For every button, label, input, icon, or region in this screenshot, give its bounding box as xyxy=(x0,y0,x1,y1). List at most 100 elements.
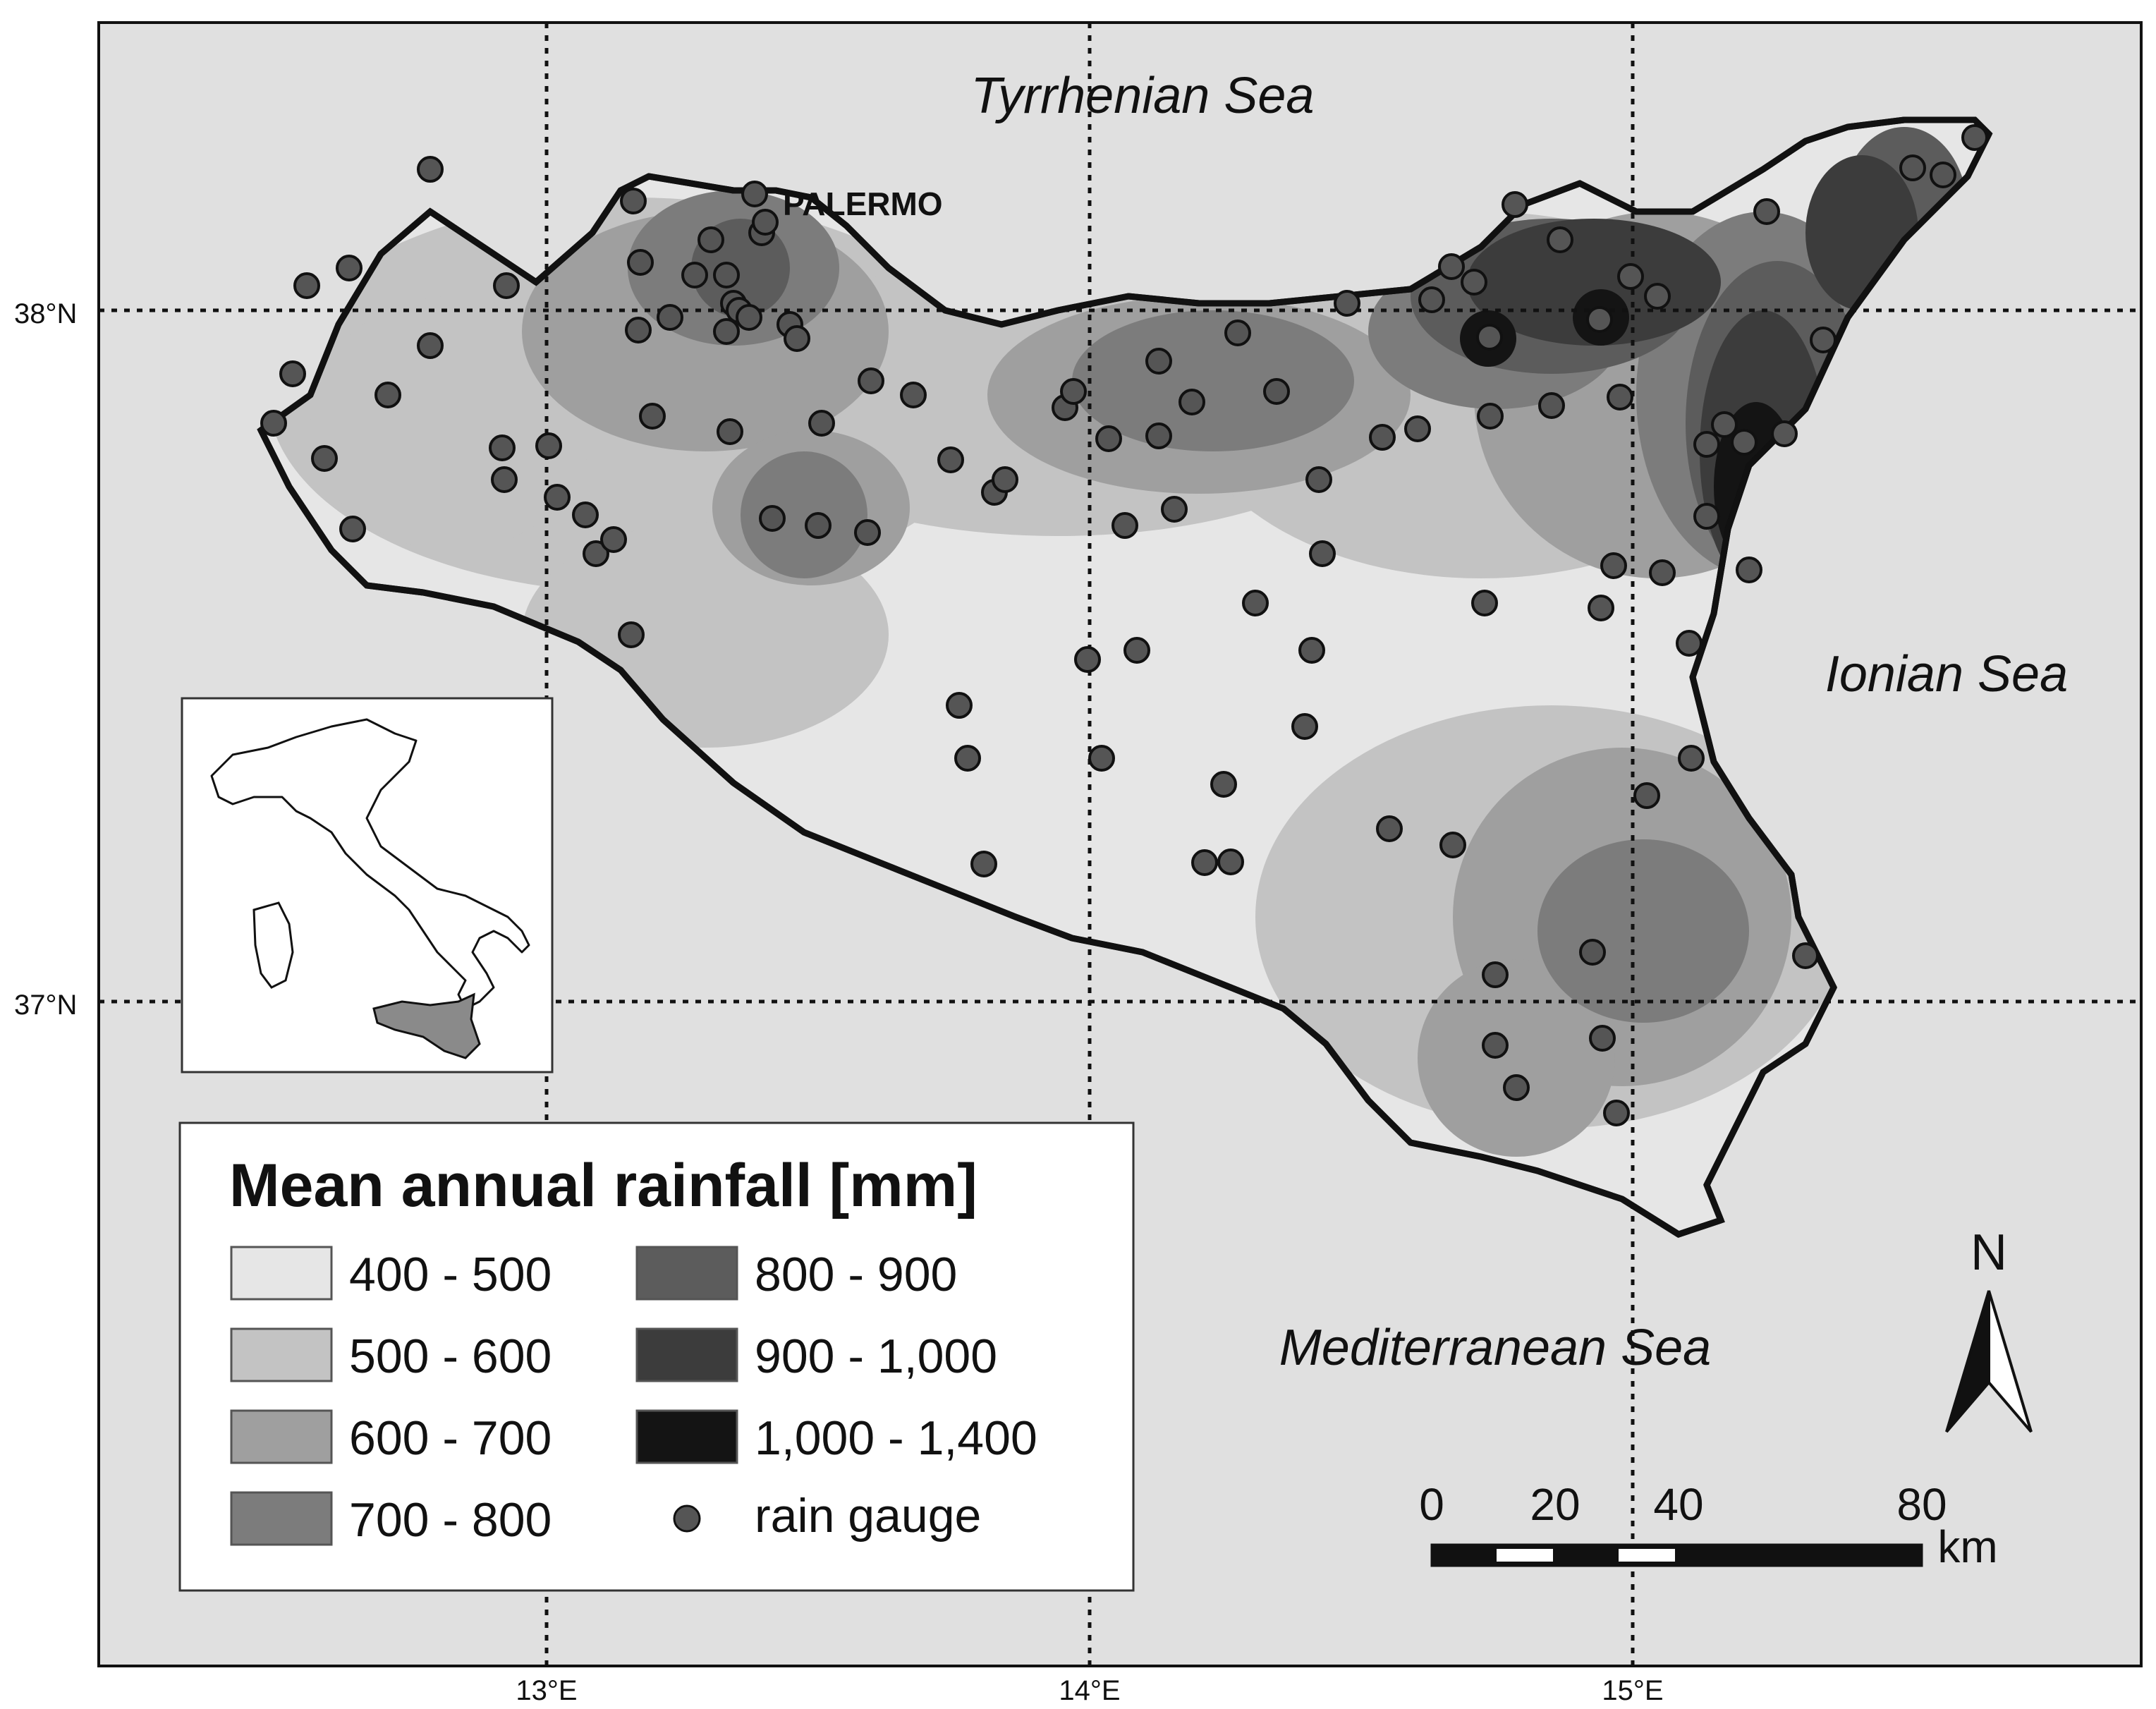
rain-gauge-marker xyxy=(759,505,786,532)
legend-swatch-800-900 xyxy=(635,1246,738,1301)
legend-label-600-700: 600 - 700 xyxy=(349,1411,552,1465)
rain-gauge-marker xyxy=(620,188,647,214)
rain-gauge-marker xyxy=(1334,290,1360,317)
rain-gauge-marker xyxy=(1145,422,1172,449)
rain-gauge-marker xyxy=(1678,745,1705,772)
rain-gauge-marker xyxy=(1753,198,1780,225)
rain-gauge-marker xyxy=(657,304,683,331)
rain-gauge-marker xyxy=(1503,1074,1530,1101)
rain-gauge-marker xyxy=(374,382,401,408)
rain-gauge-marker xyxy=(1579,939,1606,966)
rain-gauge-marker xyxy=(1060,378,1087,405)
rain-gauge-marker xyxy=(1309,540,1336,567)
rain-gauge-marker xyxy=(717,418,743,445)
rain-gauge-marker xyxy=(1305,466,1332,493)
rain-zone-14 xyxy=(1072,310,1354,451)
rain-gauge-marker xyxy=(736,304,762,331)
rain-gauge-marker xyxy=(1191,849,1218,876)
scale-tick-0: 0 xyxy=(1419,1479,1444,1530)
rain-gauge-marker xyxy=(698,226,724,253)
rain-gauge-marker xyxy=(493,272,520,299)
legend-label-500-600: 500 - 600 xyxy=(349,1330,552,1383)
legend-label-rain-gauge: rain gauge xyxy=(755,1489,981,1543)
rain-gauge-marker xyxy=(1899,154,1926,181)
legend-title: Mean annual rainfall [mm] xyxy=(229,1152,977,1220)
rain-gauge-marker xyxy=(1600,552,1627,579)
rain-zone-13 xyxy=(741,451,867,578)
rain-gauge-marker xyxy=(1217,849,1244,875)
rain-gauge-marker xyxy=(339,516,366,542)
rain-gauge-marker xyxy=(279,360,306,387)
rain-gauge-marker xyxy=(1298,637,1325,664)
rain-gauge-marker xyxy=(1210,771,1237,798)
scale-bar: 0 20 40 80 km xyxy=(1419,1479,1997,1572)
rain-gauge-marker xyxy=(752,209,779,236)
rain-gauge-marker xyxy=(1649,559,1676,586)
lon-label-15: 15°E xyxy=(1602,1675,1663,1706)
scale-tick-20: 20 xyxy=(1530,1479,1580,1530)
legend-label-400-500: 400 - 500 xyxy=(349,1248,552,1301)
legend-label-1000-1400: 1,000 - 1,400 xyxy=(755,1411,1037,1465)
rain-gauge-marker xyxy=(600,526,627,553)
rain-gauge-marker xyxy=(489,434,516,461)
rain-gauge-marker xyxy=(627,249,654,276)
north-arrow-right-half xyxy=(1987,1290,2033,1433)
rain-gauge-marker xyxy=(681,262,708,288)
rain-zone-15 xyxy=(1537,839,1749,1023)
rain-gauge-marker xyxy=(544,484,571,511)
rain-gauge-marker xyxy=(954,745,981,772)
rain-gauge-marker xyxy=(639,403,666,430)
inset-sardinia xyxy=(252,901,294,989)
rain-gauge-marker xyxy=(1179,389,1205,415)
lat-label-37: 37°N xyxy=(14,990,77,1021)
scale-bar-segment-white-2 xyxy=(1619,1549,1675,1562)
legend: Mean annual rainfall [mm] 400 - 500 500 … xyxy=(178,1121,1135,1592)
rain-gauge-marker xyxy=(1731,429,1758,456)
scale-tick-40: 40 xyxy=(1653,1479,1703,1530)
sea-label-mediterranean: Mediterranean Sea xyxy=(1279,1320,1711,1376)
scale-unit: km xyxy=(1937,1521,1997,1572)
rain-gauge-marker xyxy=(1547,226,1573,253)
sea-label-tyrrhenian: Tyrrhenian Sea xyxy=(971,68,1315,124)
rain-gauge-marker xyxy=(1123,637,1150,664)
north-arrow: N xyxy=(1945,1224,2033,1433)
rain-gauge-marker xyxy=(1088,745,1115,772)
rain-gauge-marker xyxy=(937,446,964,473)
rain-gauge-marker xyxy=(1161,496,1188,523)
rain-gauge-marker xyxy=(1438,253,1465,280)
rain-gauge-marker xyxy=(1607,384,1633,410)
rain-gauge-marker xyxy=(1930,162,1956,188)
graticule xyxy=(99,23,2141,1666)
lat-label-38: 38°N xyxy=(14,298,77,329)
legend-swatch-700-800 xyxy=(230,1491,333,1546)
legend-gauge-symbol xyxy=(673,1504,701,1533)
rain-gauge-marker xyxy=(260,410,287,437)
legend-label-900-1000: 900 - 1,000 xyxy=(755,1330,997,1383)
rain-gauge-marker xyxy=(1961,124,1988,151)
rain-gauge-marker xyxy=(808,410,835,437)
rain-gauge-marker xyxy=(1736,557,1762,583)
rain-gauge-marker xyxy=(1617,263,1644,290)
legend-label-700-800: 700 - 800 xyxy=(349,1493,552,1547)
rain-gauge-marker xyxy=(618,621,645,648)
rain-gauge-marker xyxy=(1482,961,1509,988)
rain-gauge-marker xyxy=(1404,415,1431,442)
inset-map-italy xyxy=(181,697,554,1074)
rain-gauge-marker xyxy=(1376,815,1403,842)
rain-zone-22 xyxy=(1467,219,1721,346)
inset-sicily-highlight xyxy=(372,992,481,1059)
rain-gauge-marker xyxy=(1644,283,1671,310)
rain-gauge-marker xyxy=(1482,1032,1509,1059)
rain-zone-10 xyxy=(1418,959,1615,1157)
rain-gauge-marker xyxy=(713,262,740,288)
scale-bar-outline xyxy=(1430,1543,1923,1567)
rain-gauge-marker xyxy=(992,466,1018,493)
rain-gauge-marker xyxy=(713,318,740,345)
rain-gauge-marker xyxy=(1471,590,1498,616)
rain-gauge-marker xyxy=(417,156,444,183)
rain-gauge-marker xyxy=(1633,782,1660,809)
rain-gauge-marker xyxy=(1461,269,1487,296)
lon-label-14: 14°E xyxy=(1059,1675,1120,1706)
rain-gauge-marker xyxy=(417,332,444,359)
